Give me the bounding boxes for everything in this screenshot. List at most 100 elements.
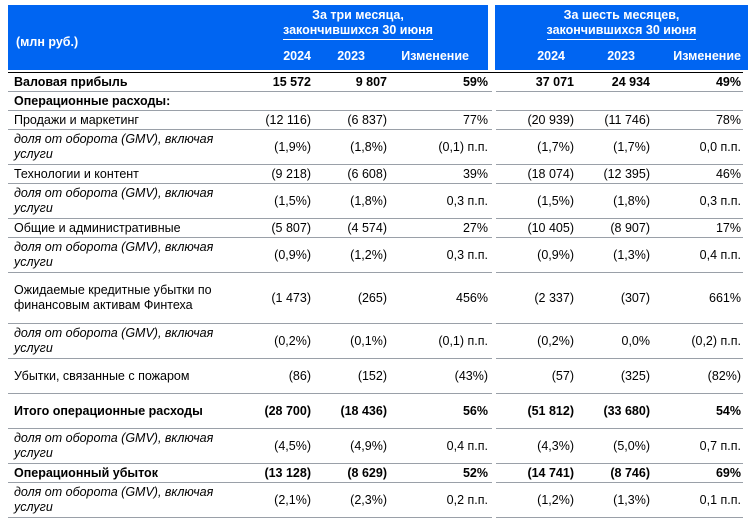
row-label: Технологии и контент [8,164,227,184]
period-six-line2: закончившихся 30 июня [546,23,697,40]
table-row: доля от оборота (GMV), включая услуги (1,… [8,129,743,165]
table-cell: (9 218) [227,164,311,184]
period-three-line2: закончившихся 30 июня [283,23,433,40]
table-cell: (12 116) [227,110,311,130]
table-cell [496,91,574,111]
table-row: Технологии и контент (9 218) (6 608) 39% (18… [8,164,743,184]
table-row: Ожидаемые кредитные убытки по финансовым… [8,272,743,324]
table-cell: (0,2%) [227,323,311,359]
table-row: доля от оборота (GMV), включая услуги (4,… [8,428,743,464]
table-cell: 37 071 [496,72,574,92]
table-cell: (1,3%) [574,237,650,273]
table-cell: (0,1%) [311,323,387,359]
table-cell: 78% [650,110,743,130]
row-label: Итого операционные расходы [8,393,227,429]
table-cell: (0,9%) [496,237,574,273]
table-row: доля от оборота (GMV), включая услуги (2,… [8,482,743,518]
table-cell: (13 128) [227,463,311,483]
row-label: доля от оборота (GMV), включая услуги [8,323,227,359]
table-cell: 9 807 [311,72,387,92]
table-cell: (4 574) [311,218,387,238]
table-row: Общие и административные (5 807) (4 574) 27… [8,218,743,238]
row-label: Валовая прибыль [8,72,227,92]
table-cell: (0,2) п.п. [650,323,743,359]
table-cell: 52% [387,463,492,483]
table-cell: 661% [650,272,743,324]
table-cell: (18 074) [496,164,574,184]
table-row: Итого операционные расходы (28 700) (18 43… [8,393,743,429]
table-cell: (2 337) [496,272,574,324]
table-cell: (4,9%) [311,428,387,464]
table-cell: (6 837) [311,110,387,130]
table-cell: (86) [227,358,311,394]
table-cell: (8 629) [311,463,387,483]
table-cell: (2,1%) [227,482,311,518]
row-label: доля от оборота (GMV), включая услуги [8,428,227,464]
row-label: Общие и административные [8,218,227,238]
row-label: доля от оборота (GMV), включая услуги [8,237,227,273]
table-cell: 59% [387,72,492,92]
table-cell: (152) [311,358,387,394]
table-cell: 15 572 [227,72,311,92]
table-cell: (4,3%) [496,428,574,464]
col-2023-six: 2023 [607,49,635,63]
table-cell: 27% [387,218,492,238]
table-cell [387,91,492,111]
table-cell: (0,9%) [227,237,311,273]
table-cell: (325) [574,358,650,394]
table-cell: (265) [311,272,387,324]
table-cell: (1 473) [227,272,311,324]
table-row: Операционные расходы: [8,91,743,111]
period-three-line1: За три месяца, [312,8,404,22]
table-cell: (14 741) [496,463,574,483]
table-cell: 0,1 п.п. [650,482,743,518]
table-cell: (5 807) [227,218,311,238]
table-cell [574,91,650,111]
row-label: доля от оборота (GMV), включая услуги [8,482,227,518]
table-cell: (307) [574,272,650,324]
operating-expenses-table: Валовая прибыль 15 572 9 807 59% 37 071 24 93… [8,72,743,518]
table-cell: 0,0 п.п. [650,129,743,165]
table-row: доля от оборота (GMV), включая услуги (0,… [8,237,743,273]
table-cell: 0,4 п.п. [650,237,743,273]
table-cell: 56% [387,393,492,429]
row-label: Операционный убыток [8,463,227,483]
table-row: Продажи и маркетинг (12 116) (6 837) 77% (20… [8,110,743,130]
column-gap [492,72,496,92]
row-label: доля от оборота (GMV), включая услуги [8,129,227,165]
period-three-months-title: За три месяца, закончившихся 30 июня [228,8,488,40]
table-cell: 77% [387,110,492,130]
col-change-three: Изменение [401,49,469,63]
table-cell: (33 680) [574,393,650,429]
row-label: Продажи и маркетинг [8,110,227,130]
table-cell: 0,3 п.п. [387,183,492,219]
table-row: Убытки, связанные с пожаром (86) (152) (43%… [8,358,743,394]
col-2024-three: 2024 [283,49,311,63]
table-cell: (43%) [387,358,492,394]
table-cell: (1,9%) [227,129,311,165]
table-cell: (1,8%) [311,183,387,219]
table-cell: 456% [387,272,492,324]
table-cell: (0,1) п.п. [387,323,492,359]
table-cell: (1,5%) [496,183,574,219]
table-cell: (28 700) [227,393,311,429]
row-label: Ожидаемые кредитные убытки по финансовым… [8,272,227,324]
table-cell: 0,7 п.п. [650,428,743,464]
row-label: доля от оборота (GMV), включая услуги [8,183,227,219]
table-cell: (8 907) [574,218,650,238]
table-cell: (1,5%) [227,183,311,219]
table-cell: (57) [496,358,574,394]
table-cell: 0,3 п.п. [650,183,743,219]
table-cell: (1,7%) [496,129,574,165]
table-cell: 0,0% [574,323,650,359]
table-cell: 0,3 п.п. [387,237,492,273]
table-cell: 54% [650,393,743,429]
table-cell: (2,3%) [311,482,387,518]
table-cell: (51 812) [496,393,574,429]
table-cell: (1,2%) [496,482,574,518]
table-cell [311,91,387,111]
unit-label: (млн руб.) [16,35,79,49]
table-cell: (10 405) [496,218,574,238]
row-label: Убытки, связанные с пожаром [8,358,227,394]
row-label: Операционные расходы: [8,91,227,111]
